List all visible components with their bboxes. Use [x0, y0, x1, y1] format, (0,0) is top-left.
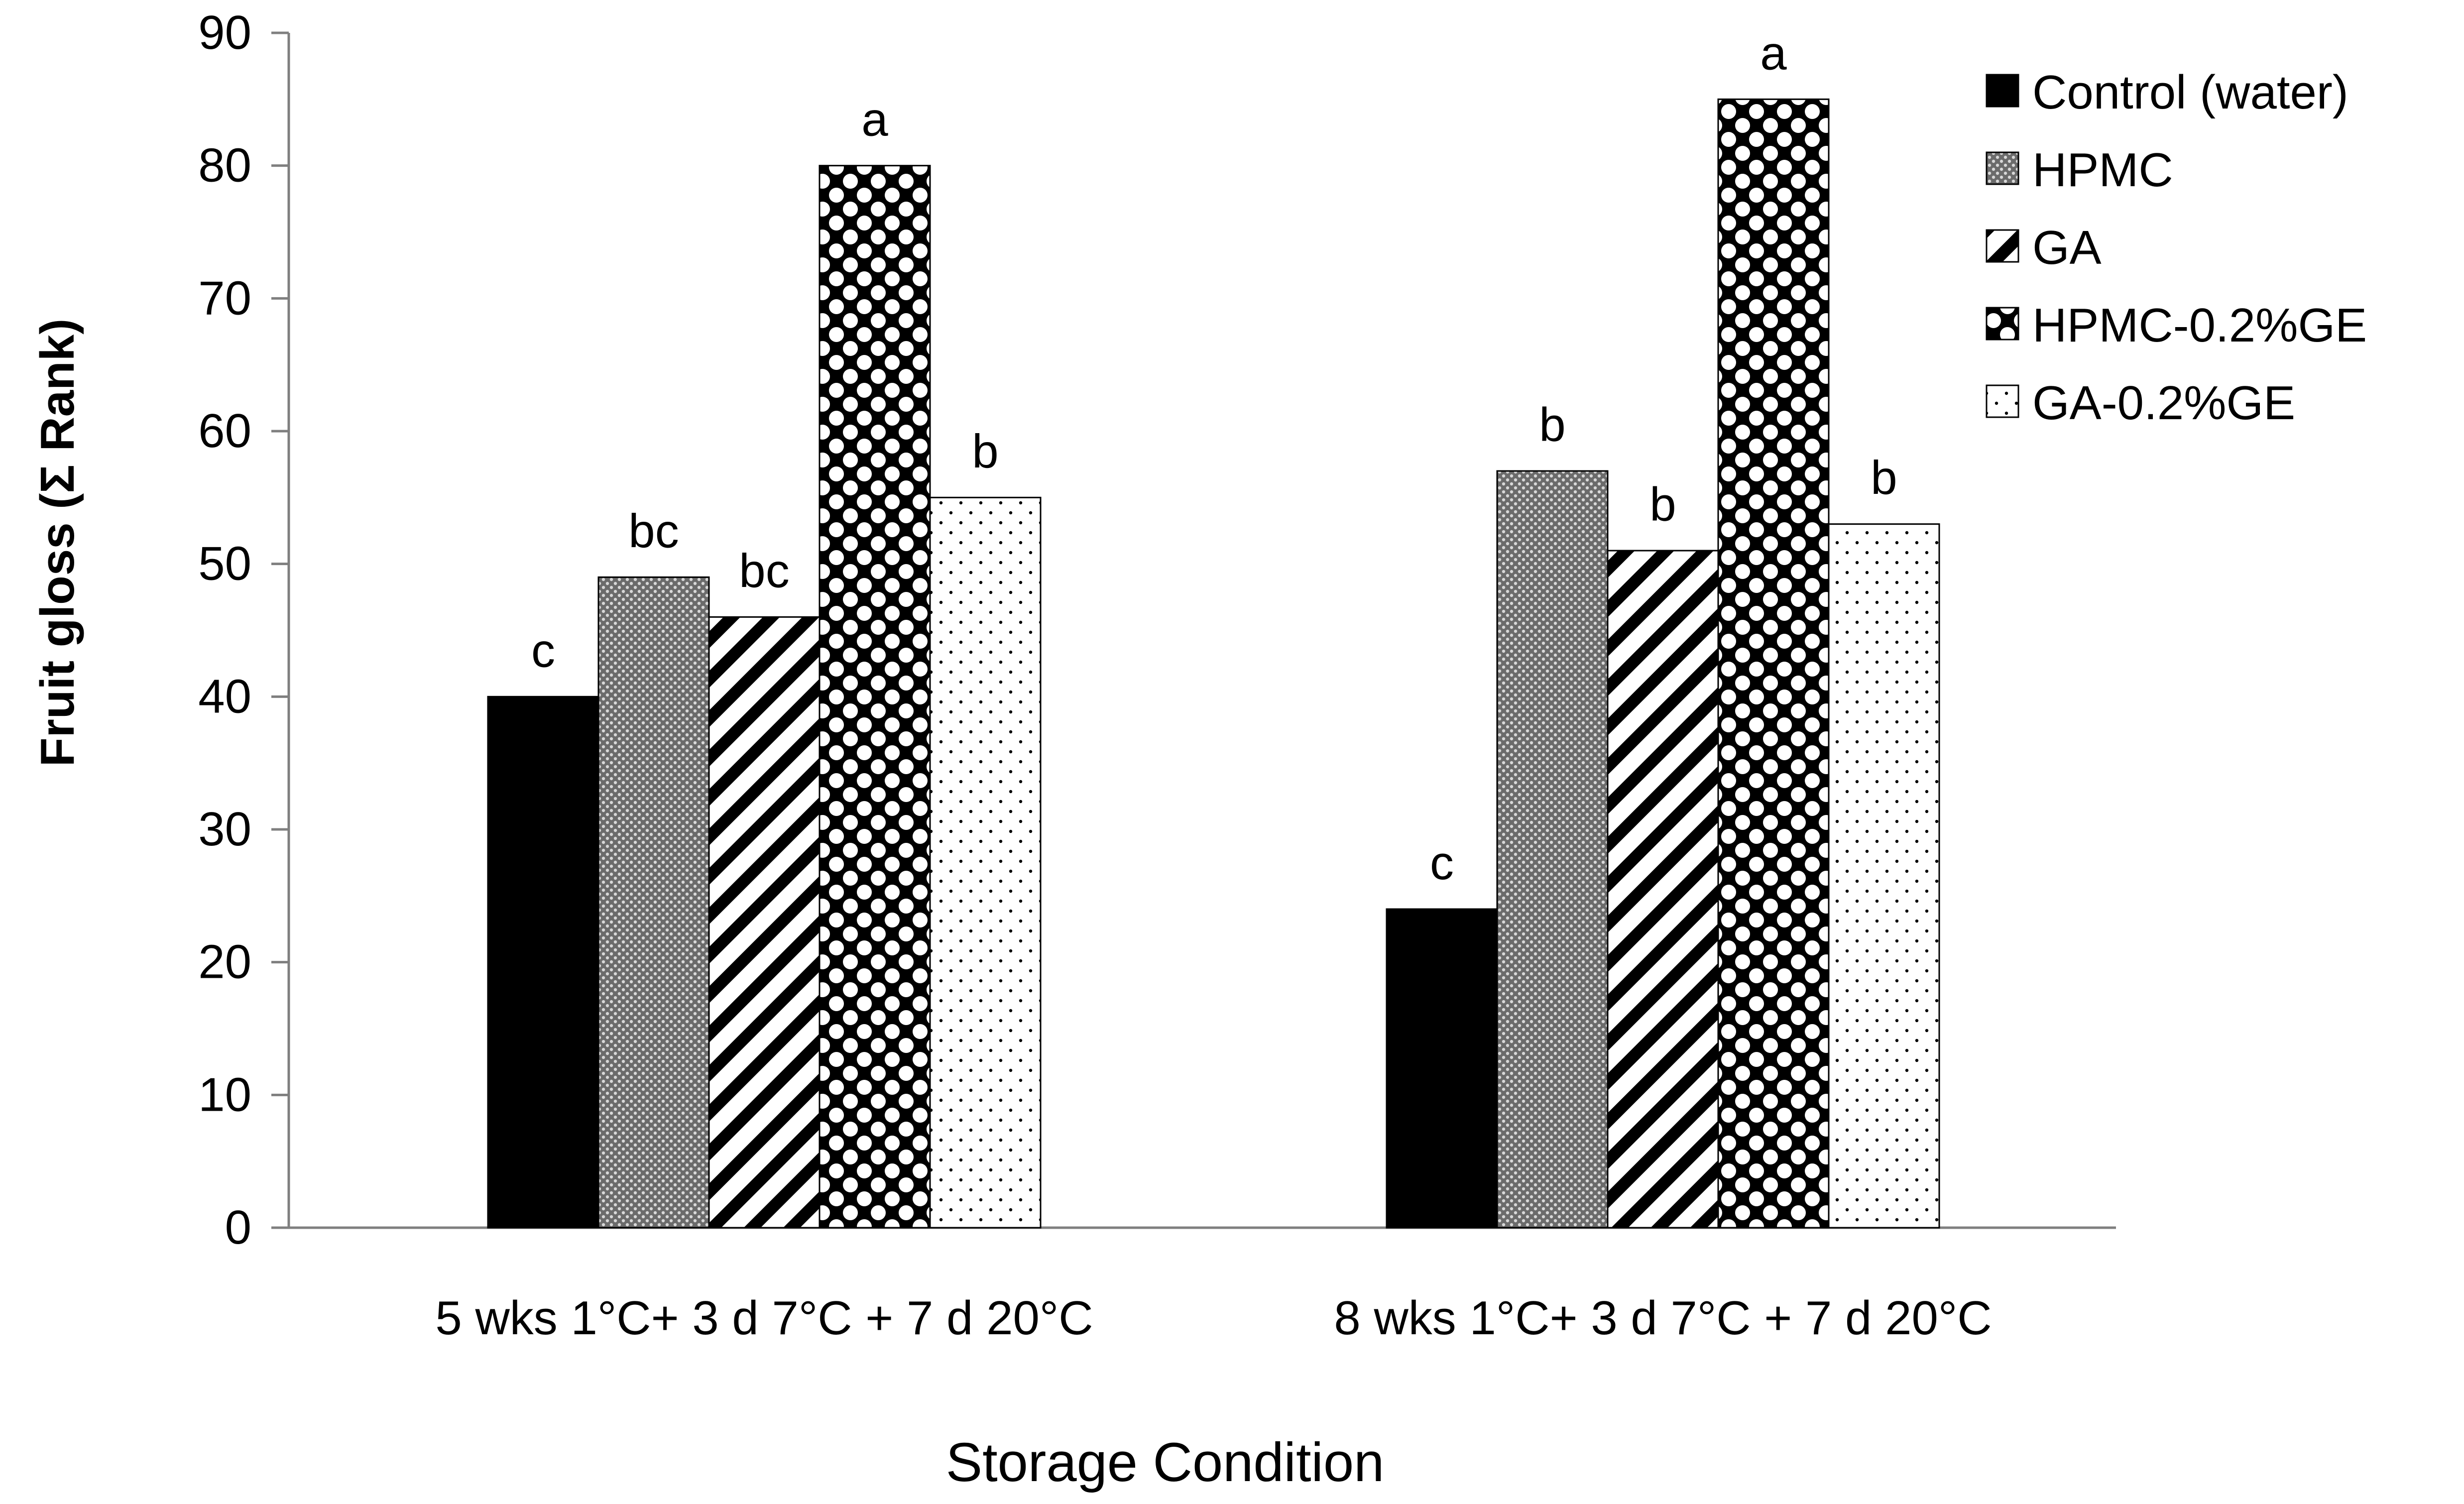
x-tick-label: 5 wks 1°C+ 3 d 7°C + 7 d 20°C — [435, 1291, 1093, 1345]
y-tick-label: 50 — [198, 537, 251, 590]
legend-label: GA — [2032, 221, 2102, 274]
y-tick-label: 20 — [198, 935, 251, 989]
bar — [487, 695, 599, 1229]
legend-label: HPMC — [2032, 143, 2173, 197]
y-axis-title: Fruit gloss (Σ Rank) — [31, 319, 84, 767]
bar — [597, 576, 710, 1229]
significance-letter: a — [861, 93, 888, 146]
y-tick-label: 70 — [198, 271, 251, 325]
legend-label: GA-0.2%GE — [2032, 376, 2295, 430]
bar — [819, 165, 931, 1229]
significance-letter: b — [1871, 452, 1897, 505]
significance-letter: b — [1539, 398, 1565, 452]
x-tick-label: 8 wks 1°C+ 3 d 7°C + 7 d 20°C — [1334, 1291, 1992, 1345]
significance-letter: c — [1430, 836, 1454, 890]
significance-letter: bc — [739, 544, 789, 597]
bars — [487, 98, 1940, 1229]
x-tick-labels: 5 wks 1°C+ 3 d 7°C + 7 d 20°C 8 wks 1°C+ … — [435, 1291, 1992, 1345]
significance-letter: a — [1760, 26, 1787, 80]
bar — [1717, 98, 1830, 1229]
significance-letter: bc — [628, 504, 679, 558]
legend-swatch — [1986, 151, 2019, 185]
y-tick-label: 90 — [198, 6, 251, 59]
legend: Control (water) HPMC GA HPMC-0.2%GE GA-0.2%G… — [1986, 66, 2367, 430]
legend-swatch — [1986, 307, 2019, 341]
bar — [1386, 908, 1498, 1229]
bar — [1828, 523, 1940, 1229]
y-tick-labels: 0 10 20 30 40 50 60 70 80 90 — [198, 6, 289, 1254]
significance-letter: b — [972, 425, 998, 478]
legend-swatch — [1986, 229, 2019, 263]
legend-label: HPMC-0.2%GE — [2032, 299, 2367, 352]
bar — [1496, 470, 1609, 1229]
bar — [1607, 550, 1719, 1229]
y-tick-label: 30 — [198, 803, 251, 856]
legend-swatch — [1986, 384, 2019, 418]
significance-letter: b — [1649, 478, 1676, 531]
y-tick-label: 10 — [198, 1068, 251, 1121]
y-tick-label: 40 — [198, 670, 251, 723]
legend-label: Control (water) — [2032, 66, 2348, 119]
y-tick-label: 60 — [198, 404, 251, 458]
bar — [929, 496, 1042, 1229]
x-axis-title: Storage Condition — [946, 1432, 1385, 1493]
bar — [708, 616, 821, 1229]
y-tick-label: 0 — [225, 1201, 251, 1254]
significance-letter: c — [531, 624, 555, 677]
y-tick-label: 80 — [198, 139, 251, 192]
legend-swatch — [1986, 74, 2019, 108]
